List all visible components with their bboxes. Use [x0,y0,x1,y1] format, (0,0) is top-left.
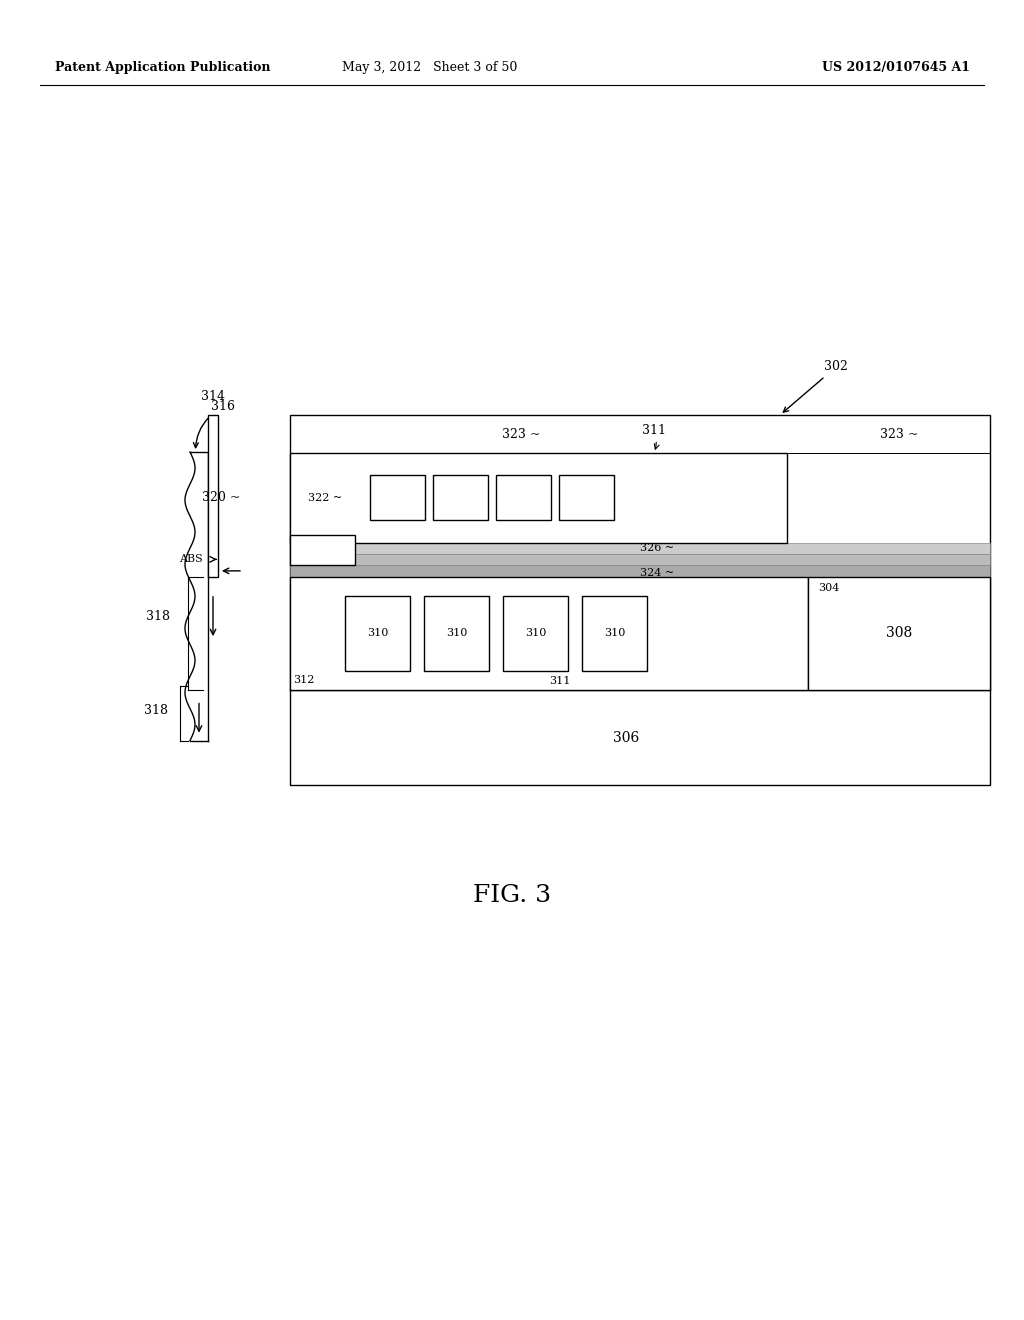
Text: 326 ~: 326 ~ [640,544,674,553]
Text: FIG. 3: FIG. 3 [473,883,551,907]
Bar [370,475,425,520]
Text: 310: 310 [604,628,626,639]
Text: May 3, 2012   Sheet 3 of 50: May 3, 2012 Sheet 3 of 50 [342,62,518,74]
Text: 314: 314 [201,389,225,403]
Bar [582,595,647,671]
Text: 308: 308 [886,627,912,640]
Bar [290,414,990,785]
Text: 311: 311 [549,676,570,686]
Bar [208,414,218,577]
Bar [290,577,808,690]
Text: 318: 318 [144,704,168,717]
Bar [290,535,355,565]
Text: 310: 310 [367,628,388,639]
Text: 304: 304 [818,583,840,593]
Bar [290,565,990,577]
Text: 320 ~: 320 ~ [202,491,240,504]
Bar [345,595,410,671]
Text: 310: 310 [387,492,409,503]
Bar [290,554,990,565]
Bar [290,453,787,543]
Bar [808,577,990,690]
Text: 324~: 324~ [293,545,324,554]
Bar [496,475,551,520]
Bar [290,543,990,554]
Bar [424,595,489,671]
Text: 323 ~: 323 ~ [502,428,541,441]
Text: 310: 310 [575,492,597,503]
Text: 322 ~: 322 ~ [308,492,342,503]
Bar [559,475,614,520]
Text: 312: 312 [293,675,314,685]
Text: 310: 310 [525,628,546,639]
Text: 310: 310 [513,492,535,503]
Text: 310: 310 [445,628,467,639]
Bar [433,475,488,520]
Text: 316: 316 [194,400,236,447]
Text: US 2012/0107645 A1: US 2012/0107645 A1 [822,62,970,74]
Text: Patent Application Publication: Patent Application Publication [55,62,270,74]
Text: ABS: ABS [179,554,203,565]
Text: 324 ~: 324 ~ [640,568,674,578]
Text: 311: 311 [642,424,666,449]
Text: 302: 302 [783,360,848,412]
Bar [503,595,568,671]
Text: 310: 310 [450,492,471,503]
Text: 306: 306 [613,730,639,744]
Text: 318: 318 [146,610,170,623]
Text: 323 ~: 323 ~ [880,428,919,441]
